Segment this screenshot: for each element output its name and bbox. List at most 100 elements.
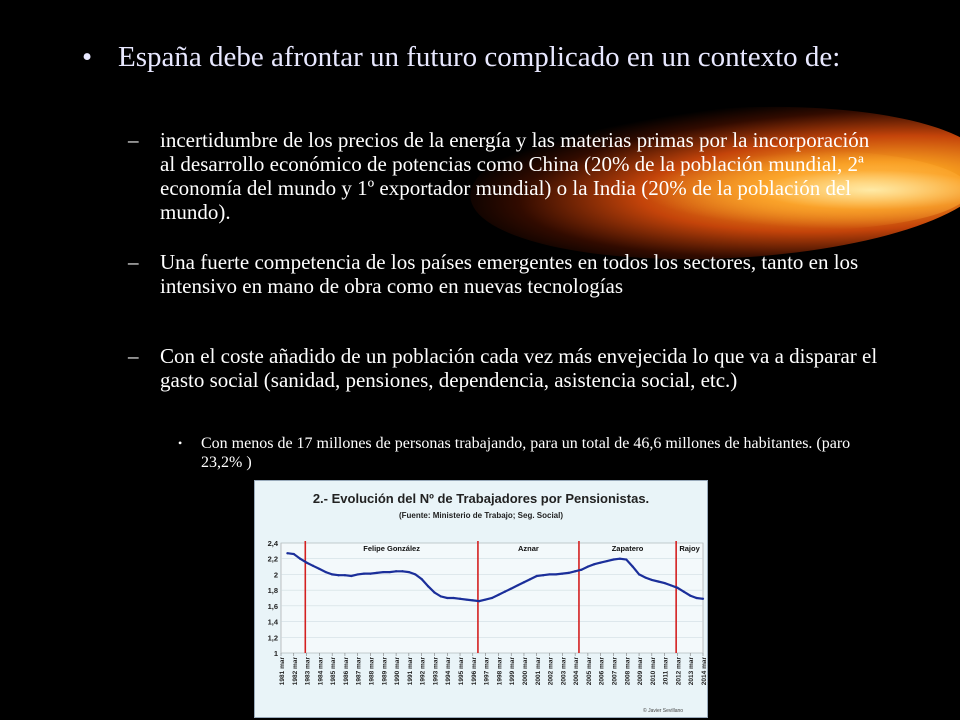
- data-point: [631, 565, 634, 568]
- data-point: [542, 574, 545, 577]
- data-point: [663, 581, 666, 585]
- x-tick-label: 2001 mar: [535, 657, 542, 686]
- data-point: [574, 570, 577, 573]
- data-point: [567, 571, 570, 574]
- x-tick-label: 1993 mar: [432, 657, 439, 686]
- x-tick-label: 2012 mar: [675, 657, 682, 686]
- y-tick-label: 1,6: [268, 602, 278, 611]
- chart-subtitle: (Fuente: Ministerio de Trabajo; Seg. Soc…: [399, 511, 563, 520]
- x-tick-label: 1982 mar: [292, 657, 299, 686]
- x-tick-label: 1995 mar: [458, 657, 465, 686]
- data-point: [599, 561, 602, 564]
- data-point: [407, 570, 410, 574]
- data-point: [420, 578, 423, 581]
- slide-title-bullet: • España debe afrontar un futuro complic…: [82, 40, 882, 74]
- data-point: [305, 561, 308, 564]
- data-point: [650, 578, 653, 582]
- x-tick-label: 2013 mar: [688, 657, 695, 686]
- bullet-icon: •: [178, 436, 183, 450]
- y-tick-label: 2,2: [268, 555, 278, 564]
- data-point: [318, 567, 321, 571]
- data-point: [618, 557, 621, 560]
- data-point: [657, 580, 660, 583]
- data-point: [535, 574, 538, 578]
- data-point: [331, 573, 334, 576]
- x-tick-label: 2007 mar: [611, 657, 618, 686]
- data-point: [644, 576, 647, 579]
- data-point: [561, 572, 564, 575]
- x-tick-label: 1989 mar: [381, 657, 388, 686]
- data-point: [548, 573, 551, 576]
- data-point: [516, 584, 519, 587]
- data-point: [439, 595, 442, 598]
- y-tick-label: 2,4: [268, 539, 279, 548]
- data-point: [388, 570, 391, 574]
- data-point: [503, 590, 506, 593]
- data-point: [433, 591, 436, 594]
- list-item: – incertidumbre de los precios de la ene…: [128, 128, 888, 224]
- x-tick-label: 1983 mar: [305, 657, 312, 686]
- chart-title: 2.- Evolución del Nº de Trabajadores por…: [313, 491, 649, 506]
- sub-list-item-text: Con menos de 17 millones de personas tra…: [201, 435, 851, 471]
- data-point: [369, 572, 372, 575]
- data-point: [299, 557, 302, 560]
- dash-icon: –: [128, 344, 139, 368]
- data-point: [286, 552, 289, 555]
- bullet-icon: •: [82, 41, 93, 73]
- sub-list-item: • Con menos de 17 millones de personas t…: [178, 434, 858, 472]
- data-point: [375, 571, 379, 574]
- data-point: [625, 558, 628, 561]
- data-point: [446, 596, 449, 600]
- x-tick-label: 1986 mar: [343, 657, 350, 686]
- data-point: [676, 586, 679, 589]
- background-glow-highlight: [640, 150, 960, 230]
- data-point: [363, 572, 366, 575]
- data-point: [522, 581, 526, 584]
- x-tick-label: 2004 mar: [573, 657, 580, 686]
- x-tick-label: 1981 mar: [279, 657, 286, 686]
- data-point: [478, 600, 481, 603]
- slide-title: España debe afrontar un futuro complicad…: [118, 41, 841, 73]
- x-tick-label: 1991 mar: [407, 657, 414, 686]
- series-line: [287, 552, 704, 603]
- data-point: [292, 552, 295, 556]
- data-point: [701, 597, 705, 600]
- y-tick-label: 1,2: [268, 633, 278, 642]
- data-point: [554, 573, 558, 576]
- x-tick-label: 2014 mar: [701, 657, 707, 686]
- data-point: [510, 587, 513, 590]
- x-tick-label: 1987 mar: [356, 657, 363, 686]
- x-tick-label: 1994 mar: [445, 657, 452, 686]
- list-item: – Con el coste añadido de un población c…: [128, 344, 888, 392]
- period-label: Zapatero: [612, 544, 644, 553]
- data-point: [356, 573, 359, 576]
- chart-svg: 2.- Evolución del Nº de Trabajadores por…: [268, 491, 707, 714]
- data-point: [593, 563, 596, 566]
- data-point: [426, 585, 430, 588]
- list-item-text: Con el coste añadido de un población cad…: [160, 344, 878, 392]
- x-tick-label: 1988 mar: [369, 657, 376, 686]
- x-tick-label: 2002 mar: [548, 657, 555, 686]
- data-point: [465, 598, 468, 601]
- data-point: [580, 568, 583, 571]
- data-point: [382, 570, 385, 574]
- x-tick-label: 1997 mar: [484, 657, 491, 686]
- data-point: [529, 578, 532, 581]
- data-point: [682, 590, 685, 593]
- list-item: – Una fuerte competencia de los países e…: [128, 250, 888, 298]
- x-tick-label: 2010 mar: [650, 657, 657, 686]
- x-tick-label: 2000 mar: [522, 657, 529, 686]
- x-tick-label: 2008 mar: [624, 657, 631, 686]
- x-tick-label: 2005 mar: [586, 657, 593, 686]
- period-label: Rajoy: [679, 544, 700, 553]
- data-point: [350, 574, 353, 578]
- data-point: [669, 584, 673, 587]
- data-point: [394, 570, 398, 573]
- x-tick-label: 1984 mar: [317, 657, 324, 686]
- data-point: [695, 596, 698, 600]
- period-label: Felipe González: [363, 544, 420, 553]
- x-tick-label: 1999 mar: [509, 657, 516, 686]
- y-tick-label: 1: [274, 649, 278, 658]
- data-point: [471, 599, 474, 602]
- x-tick-label: 2003 mar: [560, 657, 567, 686]
